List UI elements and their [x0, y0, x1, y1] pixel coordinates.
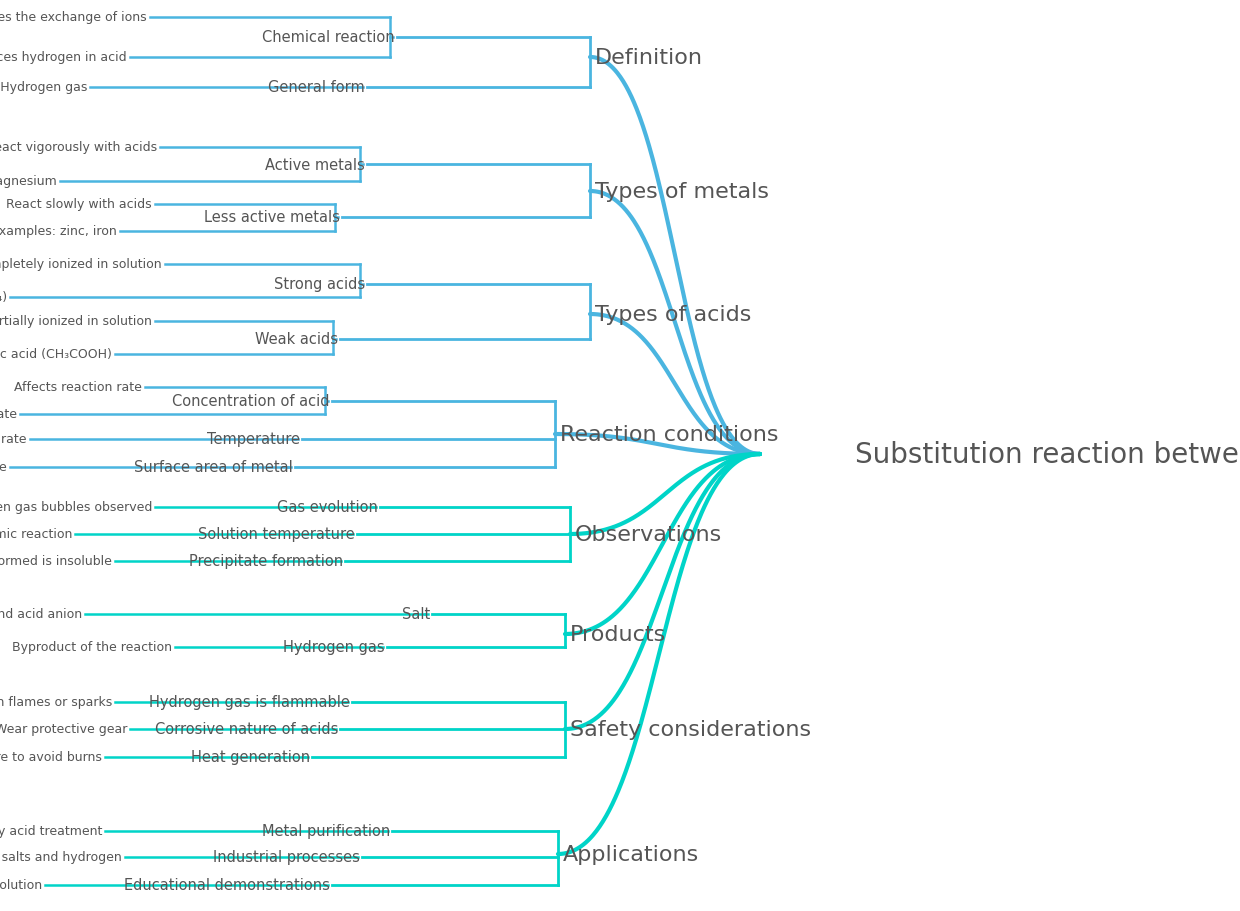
Text: Chemical reaction: Chemical reaction — [263, 30, 396, 46]
Text: Types of metals: Types of metals — [595, 182, 769, 201]
Text: React slowly with acids: React slowly with acids — [6, 199, 153, 211]
Text: React vigorously with acids: React vigorously with acids — [0, 141, 157, 154]
Text: Solution temperature: Solution temperature — [198, 527, 355, 542]
Text: Substitution reaction between metal and acid: Substitution reaction between metal and … — [856, 441, 1240, 468]
Text: Educational demonstrations: Educational demonstrations — [124, 877, 330, 893]
Text: Ionic compound formed from metal and acid anion: Ionic compound formed from metal and aci… — [0, 608, 82, 620]
Text: Affects reaction rate: Affects reaction rate — [14, 381, 143, 394]
Text: Hydrogen gas bubbles observed: Hydrogen gas bubbles observed — [0, 501, 153, 514]
Text: Illustrating chemical reactions and gas evolution: Illustrating chemical reactions and gas … — [0, 878, 42, 892]
Text: Byproduct of the reaction: Byproduct of the reaction — [12, 640, 172, 654]
Text: Involves the exchange of ions: Involves the exchange of ions — [0, 12, 148, 25]
Text: Strong acids: Strong acids — [274, 277, 365, 292]
Text: Examples: hydrochloric acid (HCl), sulfuric acid (H₂SO₄): Examples: hydrochloric acid (HCl), sulfu… — [0, 292, 7, 304]
Text: Types of acids: Types of acids — [595, 304, 751, 324]
Text: Higher concentration generally increases rate: Higher concentration generally increases… — [0, 408, 17, 421]
Text: Handle with care to avoid burns: Handle with care to avoid burns — [0, 751, 102, 763]
Text: Removal of impurities by acid treatment: Removal of impurities by acid treatment — [0, 824, 102, 837]
Text: Examples: sodium, potassium, magnesium: Examples: sodium, potassium, magnesium — [0, 175, 57, 189]
Text: Heat generation: Heat generation — [191, 750, 310, 764]
Text: Active metals: Active metals — [265, 158, 365, 172]
Text: Metal purification: Metal purification — [262, 824, 391, 839]
Text: Examples: acetic acid (CH₃COOH): Examples: acetic acid (CH₃COOH) — [0, 348, 112, 361]
Text: Hydrogen gas is flammable: Hydrogen gas is flammable — [149, 695, 350, 710]
Text: Metal replaces hydrogen in acid: Metal replaces hydrogen in acid — [0, 51, 126, 65]
Text: Definition: Definition — [595, 48, 703, 68]
Text: Occurs if salt formed is insoluble: Occurs if salt formed is insoluble — [0, 555, 112, 568]
Text: Greater surface area increases reaction rate: Greater surface area increases reaction … — [0, 461, 7, 474]
Text: Concentration of acid: Concentration of acid — [172, 394, 330, 409]
Text: Avoid open flames or sparks: Avoid open flames or sparks — [0, 696, 112, 709]
Text: Applications: Applications — [563, 844, 699, 864]
Text: Production of salts and hydrogen: Production of salts and hydrogen — [0, 851, 122, 864]
Text: Safety considerations: Safety considerations — [570, 719, 811, 739]
Text: Surface area of metal: Surface area of metal — [134, 460, 293, 475]
Text: Observations: Observations — [575, 525, 722, 545]
Text: Precipitate formation: Precipitate formation — [188, 554, 343, 568]
Text: May increase due to exothermic reaction: May increase due to exothermic reaction — [0, 527, 72, 541]
Text: Corrosive nature of acids: Corrosive nature of acids — [155, 722, 339, 737]
Text: Products: Products — [570, 624, 666, 644]
Text: Industrial processes: Industrial processes — [213, 850, 360, 865]
Text: Salt: Salt — [402, 607, 430, 622]
Text: Examples: zinc, iron: Examples: zinc, iron — [0, 225, 117, 239]
Text: General form: General form — [268, 80, 365, 96]
Text: Weak acids: Weak acids — [255, 333, 339, 347]
Text: Less active metals: Less active metals — [205, 210, 340, 225]
Text: Higher temperature increases reaction rate: Higher temperature increases reaction ra… — [0, 433, 27, 446]
Text: Gas evolution: Gas evolution — [277, 500, 378, 515]
Text: Reaction conditions: Reaction conditions — [560, 425, 779, 445]
Text: Metal + Acid → Salt + Hydrogen gas: Metal + Acid → Salt + Hydrogen gas — [0, 81, 87, 95]
Text: Completely ionized in solution: Completely ionized in solution — [0, 258, 162, 271]
Text: Hydrogen gas: Hydrogen gas — [284, 640, 384, 655]
Text: Wear protective gear: Wear protective gear — [0, 722, 126, 736]
Text: Temperature: Temperature — [207, 432, 300, 447]
Text: Partially ionized in solution: Partially ionized in solution — [0, 315, 153, 328]
